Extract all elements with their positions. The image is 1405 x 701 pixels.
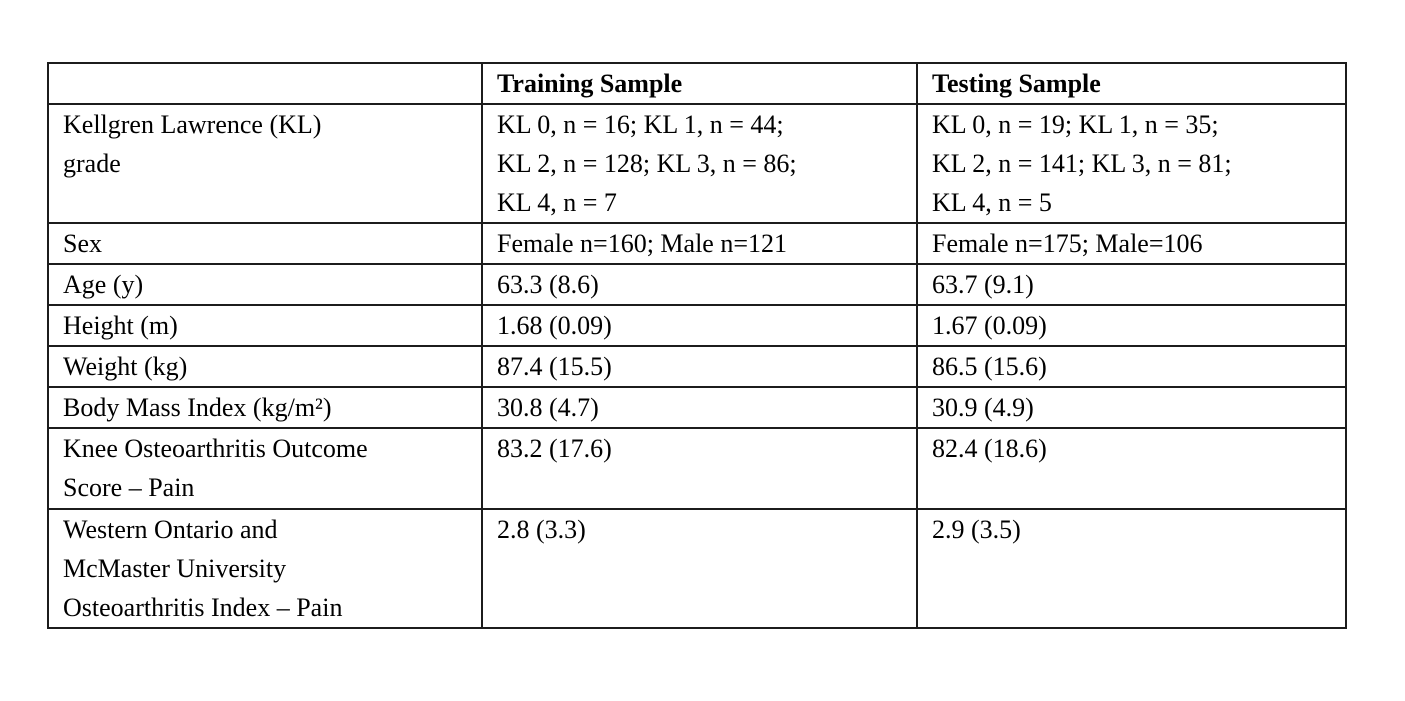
table-row: Weight (kg) 87.4 (15.5) 86.5 (15.6) [47,345,1347,388]
testing-value: Female n=175; Male=106 [916,222,1347,265]
table-row: Kellgren Lawrence (KL) grade KL 0, n = 1… [47,103,1347,224]
table-row: Knee Osteoarthritis Outcome Score – Pain… [47,427,1347,510]
training-value: 83.2 (17.6) [481,427,918,510]
testing-value: 63.7 (9.1) [916,263,1347,306]
training-value: 1.68 (0.09) [481,304,918,347]
row-label: Knee Osteoarthritis Outcome Score – Pain [47,427,483,510]
testing-value: KL 0, n = 19; KL 1, n = 35; KL 2, n = 14… [916,103,1347,224]
training-value: 30.8 (4.7) [481,386,918,429]
training-value: KL 0, n = 16; KL 1, n = 44; KL 2, n = 12… [481,103,918,224]
header-blank-cell [47,62,483,105]
table-header-row: Training Sample Testing Sample [47,62,1347,105]
row-label: Age (y) [47,263,483,306]
training-value: 63.3 (8.6) [481,263,918,306]
header-testing-sample: Testing Sample [916,62,1347,105]
testing-value: 2.9 (3.5) [916,508,1347,629]
header-training-sample: Training Sample [481,62,918,105]
demographics-table: Training Sample Testing Sample Kellgren … [47,62,1347,629]
training-value: 87.4 (15.5) [481,345,918,388]
testing-value: 1.67 (0.09) [916,304,1347,347]
table-row: Sex Female n=160; Male n=121 Female n=17… [47,222,1347,265]
table-row: Age (y) 63.3 (8.6) 63.7 (9.1) [47,263,1347,306]
table-row: Western Ontario and McMaster University … [47,508,1347,629]
row-label: Height (m) [47,304,483,347]
row-label: Sex [47,222,483,265]
row-label: Body Mass Index (kg/m²) [47,386,483,429]
testing-value: 30.9 (4.9) [916,386,1347,429]
training-value: Female n=160; Male n=121 [481,222,918,265]
testing-value: 86.5 (15.6) [916,345,1347,388]
table-row: Body Mass Index (kg/m²) 30.8 (4.7) 30.9 … [47,386,1347,429]
testing-value: 82.4 (18.6) [916,427,1347,510]
row-label: Weight (kg) [47,345,483,388]
row-label: Kellgren Lawrence (KL) grade [47,103,483,224]
document-page: Training Sample Testing Sample Kellgren … [47,62,1347,629]
training-value: 2.8 (3.3) [481,508,918,629]
row-label: Western Ontario and McMaster University … [47,508,483,629]
table-row: Height (m) 1.68 (0.09) 1.67 (0.09) [47,304,1347,347]
